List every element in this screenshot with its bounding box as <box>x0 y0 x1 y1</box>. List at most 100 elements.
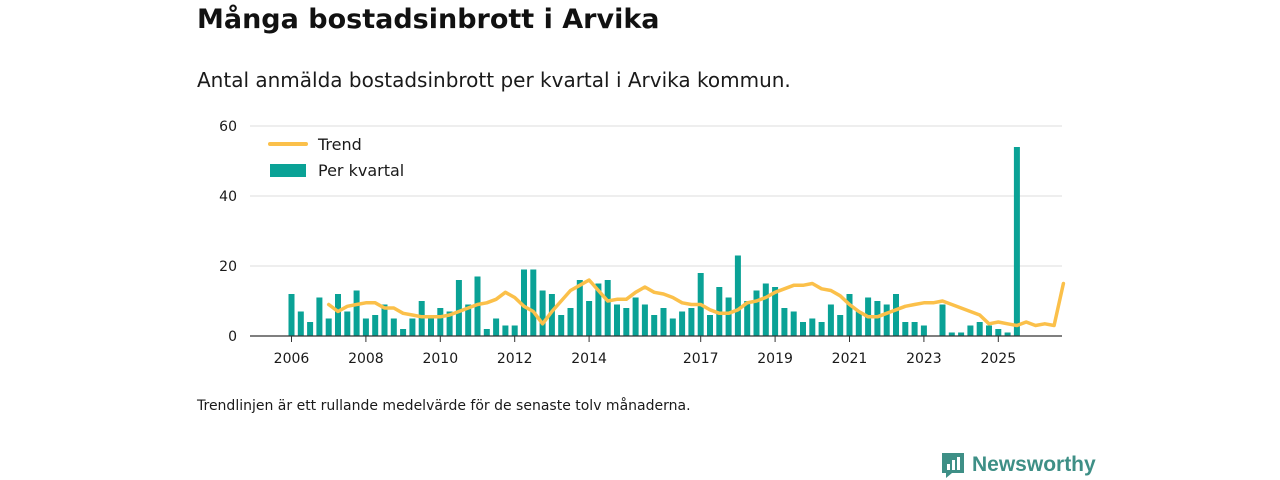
bar <box>911 322 918 336</box>
bar <box>855 311 862 336</box>
bar <box>511 325 518 336</box>
bar <box>902 322 909 336</box>
bar <box>725 297 732 336</box>
bar <box>567 308 574 336</box>
bar <box>604 280 611 336</box>
bar <box>707 315 713 336</box>
bar <box>1004 332 1011 336</box>
bar <box>753 290 760 336</box>
bar <box>483 329 490 336</box>
bar <box>465 304 472 336</box>
bar <box>837 315 844 336</box>
bar <box>539 290 546 336</box>
bar <box>288 294 295 336</box>
bar <box>316 297 323 336</box>
bar <box>734 255 741 336</box>
bar <box>353 290 360 336</box>
footnote: Trendlinjen är ett rullande medelvärde f… <box>197 398 691 414</box>
bar <box>446 311 453 336</box>
bar <box>372 315 379 336</box>
y-tick-label: 40 <box>219 189 237 205</box>
bar <box>660 308 667 336</box>
bar <box>641 304 648 336</box>
bar <box>688 308 695 336</box>
bar <box>976 322 983 336</box>
bar <box>614 304 620 336</box>
brand-name: Newsworthy <box>972 453 1096 476</box>
bar <box>893 294 899 336</box>
bar <box>632 297 639 336</box>
x-axis-ticks: 2006 2008 2010 2012 2014 2017 2019 2021 2023 2025 <box>274 336 1016 367</box>
bar <box>967 325 974 336</box>
bar <box>800 322 806 336</box>
bar <box>883 304 890 336</box>
grid-lines <box>250 125 1062 267</box>
bar <box>409 318 416 336</box>
bar <box>623 308 630 336</box>
y-tick-label: 60 <box>219 119 237 135</box>
bar <box>400 329 407 336</box>
bar <box>651 315 658 336</box>
bar <box>948 332 955 336</box>
bar <box>325 318 332 336</box>
x-tick-label: 2006 <box>274 351 310 367</box>
legend: Trend Per kvartal <box>268 135 404 180</box>
x-tick-label: 2019 <box>757 351 793 367</box>
bar <box>455 280 462 336</box>
bar <box>995 329 1002 336</box>
bar <box>362 318 369 336</box>
bar <box>586 301 593 336</box>
legend-bars-label: Per kvartal <box>318 161 404 180</box>
chart-subtitle: Antal anmälda bostadsinbrott per kvartal… <box>197 68 791 92</box>
bar <box>669 318 676 336</box>
bar <box>344 311 351 336</box>
bar <box>558 315 565 336</box>
bar <box>781 308 788 336</box>
x-tick-label: 2010 <box>422 351 458 367</box>
x-tick-label: 2008 <box>348 351 384 367</box>
brand-logo[interactable]: Newsworthy <box>940 451 1096 479</box>
x-tick-label: 2025 <box>980 351 1016 367</box>
bar <box>381 304 388 336</box>
bar <box>437 308 444 336</box>
x-tick-label: 2017 <box>683 351 719 367</box>
bar <box>530 269 537 336</box>
bar <box>521 269 527 336</box>
bar <box>493 318 500 336</box>
bar <box>920 325 927 336</box>
trend-series <box>326 278 1066 328</box>
chart-title: Många bostadsinbrott i Arvika <box>197 4 660 35</box>
bar <box>595 283 602 336</box>
bar <box>679 311 686 336</box>
bar <box>772 287 779 336</box>
bar <box>297 311 304 336</box>
bar <box>335 294 341 336</box>
x-tick-label: 2021 <box>832 351 868 367</box>
bar <box>548 294 555 336</box>
y-axis-ticks: 0 20 40 60 <box>219 119 237 345</box>
bar <box>790 311 797 336</box>
bar <box>958 332 965 336</box>
chart-canvas: 0 20 40 60 2006 2008 2010 2012 2014 2017 2019 2021… <box>219 119 1066 367</box>
x-tick-label: 2014 <box>571 351 607 367</box>
trend-line <box>326 278 1066 328</box>
bar <box>809 318 816 336</box>
bar <box>939 304 946 336</box>
y-tick-label: 20 <box>219 259 237 275</box>
legend-bars-swatch <box>270 164 306 177</box>
bar <box>827 304 834 336</box>
bar <box>502 325 509 336</box>
bar <box>428 318 434 336</box>
newsworthy-logo-icon <box>942 453 964 478</box>
bar <box>1013 147 1020 336</box>
bar <box>818 322 825 336</box>
x-tick-label: 2023 <box>906 351 942 367</box>
bar <box>576 280 583 336</box>
bar <box>986 325 992 336</box>
x-tick-label: 2012 <box>497 351 533 367</box>
bar <box>846 294 853 336</box>
bar <box>762 283 769 336</box>
legend-trend-label: Trend <box>317 135 362 154</box>
bar <box>307 322 314 336</box>
bar <box>390 318 397 336</box>
